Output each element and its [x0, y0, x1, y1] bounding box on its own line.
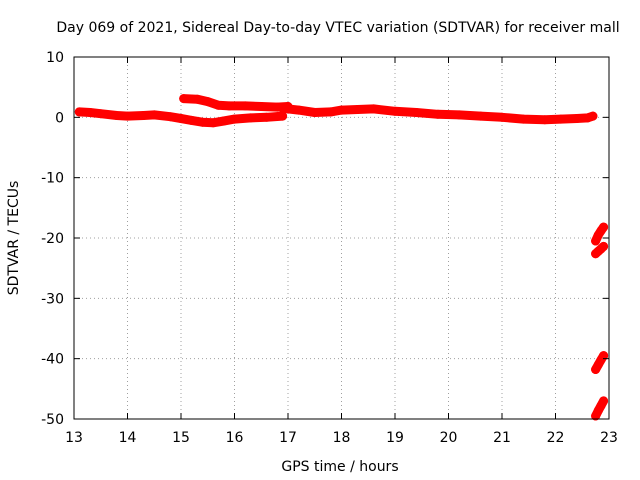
x-tick-label: 23 [600, 430, 618, 446]
data-point [149, 110, 159, 120]
data-point [219, 116, 229, 126]
data-point [213, 100, 223, 110]
data-point [476, 111, 486, 121]
data-point [240, 101, 250, 111]
data-point [599, 222, 609, 232]
x-axis-label: GPS time / hours [281, 459, 398, 475]
data-point [556, 114, 566, 124]
data-point [599, 241, 609, 251]
data-point [179, 94, 189, 104]
data-point [187, 115, 197, 125]
y-tick-label: -40 [41, 352, 64, 368]
data-point [123, 111, 132, 121]
x-tick-label: 16 [226, 430, 244, 446]
data-point [337, 105, 346, 115]
y-tick-label: -30 [41, 291, 64, 307]
series-track-3 [278, 103, 598, 125]
data-point [454, 110, 464, 120]
x-tick-label: 13 [65, 430, 83, 446]
data-point [139, 111, 149, 120]
x-tick-label: 19 [386, 430, 404, 446]
series-track-1 [74, 107, 288, 128]
y-tick-label: -10 [41, 171, 64, 187]
x-tick-label: 18 [333, 430, 351, 446]
data-point [256, 102, 266, 111]
x-axis: 13 14 15 16 17 18 19 20 21 22 23 [65, 57, 618, 446]
data-point [326, 107, 336, 117]
data-point [390, 106, 400, 116]
data-point [230, 114, 239, 124]
data-point [165, 112, 175, 122]
chart-title: Day 069 of 2021, Sidereal Day-to-day VTE… [56, 20, 619, 36]
data-point [176, 114, 186, 123]
data-point [599, 396, 609, 406]
y-axis: 10 0 -10 -20 -30 -40 -50 [41, 50, 609, 428]
data-point [353, 105, 363, 114]
y-axis-label: SDTVAR / TECUs [6, 181, 22, 296]
data-point [96, 109, 106, 119]
y-tick-label: 10 [46, 50, 64, 66]
data-point [197, 117, 207, 127]
data-point [497, 112, 507, 122]
x-tick-label: 21 [493, 430, 511, 446]
series-track-7 [591, 396, 609, 421]
data-point [294, 105, 304, 115]
data-point [74, 107, 84, 117]
data-point [369, 104, 379, 114]
data-point [588, 111, 598, 121]
data-point [246, 113, 256, 123]
y-tick-label: -20 [41, 231, 64, 247]
y-tick-label: -50 [41, 412, 64, 428]
data-point [540, 115, 550, 125]
series-layer [74, 94, 609, 421]
data-point [203, 97, 213, 107]
data-point [572, 114, 582, 123]
series-track-5 [591, 241, 609, 259]
x-tick-label: 20 [440, 430, 458, 446]
y-tick-label: 0 [55, 110, 64, 126]
data-point [278, 103, 288, 113]
series-track-4 [591, 222, 609, 246]
data-point [411, 108, 421, 117]
data-point [112, 111, 122, 120]
series-track-2 [179, 94, 293, 112]
data-point [599, 351, 609, 361]
data-point [518, 114, 528, 124]
x-tick-label: 14 [119, 430, 137, 446]
data-point [85, 108, 95, 117]
series-track-6 [591, 351, 609, 374]
x-tick-label: 17 [279, 430, 297, 446]
data-point [208, 118, 218, 128]
data-point [278, 111, 288, 121]
x-tick-label: 22 [547, 430, 565, 446]
data-point [192, 94, 202, 104]
data-point [262, 112, 272, 122]
data-point [310, 108, 320, 117]
x-tick-label: 15 [172, 430, 190, 446]
data-point [224, 101, 234, 111]
data-point [433, 109, 443, 119]
